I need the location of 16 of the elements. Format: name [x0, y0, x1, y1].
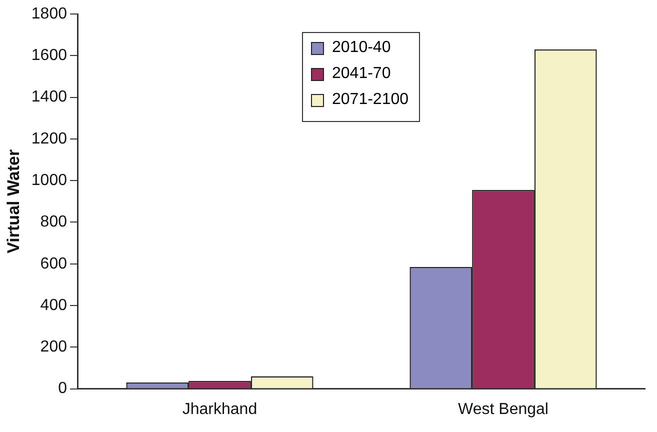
- legend-label: 2010-40: [332, 39, 391, 57]
- y-tick-label: 0: [58, 380, 68, 398]
- y-tick-label: 1400: [31, 88, 68, 106]
- x-tick-label: West Bengal: [458, 400, 548, 418]
- y-axis-title: Virtual Water: [4, 149, 23, 254]
- legend-label: 2041-70: [332, 65, 391, 83]
- y-tick-label: 1200: [31, 130, 68, 148]
- y-tick-label: 600: [40, 255, 68, 272]
- y-tick-label: 1000: [31, 172, 68, 189]
- legend-label: 2071-2100: [332, 91, 409, 109]
- y-tick-label: 1800: [31, 5, 68, 22]
- y-tick-label: 400: [40, 296, 68, 314]
- y-tick-label: 800: [40, 214, 68, 231]
- x-tick-label: Jharkhand: [182, 400, 258, 418]
- y-tick-label: 1600: [31, 47, 68, 64]
- y-tick-label: 200: [40, 338, 68, 356]
